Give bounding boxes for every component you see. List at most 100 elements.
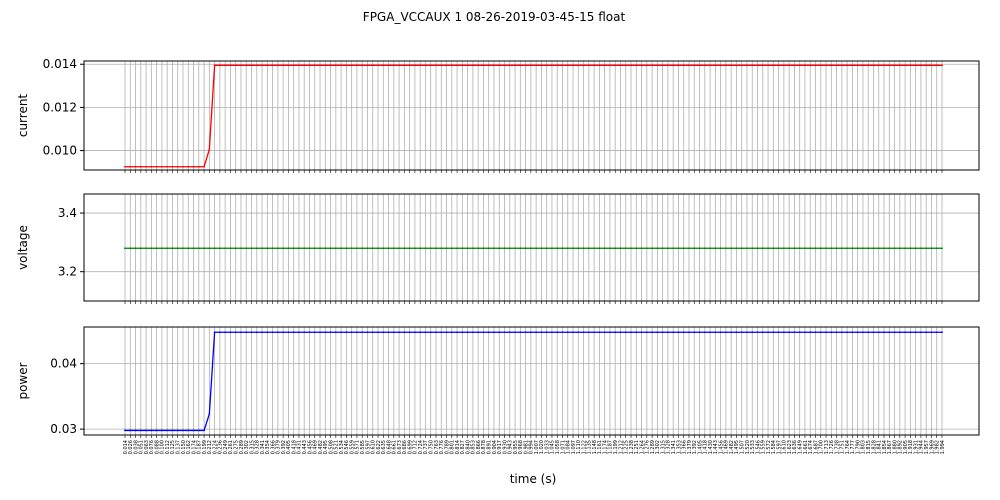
x-tick-label: 1.982 — [935, 440, 941, 454]
data-point — [693, 331, 696, 334]
data-point — [229, 331, 232, 334]
data-point — [403, 331, 406, 334]
data-point — [888, 64, 891, 67]
data-point — [366, 331, 369, 334]
x-tick-label: 1.764 — [845, 440, 851, 454]
x-tick-label: 1.572 — [766, 440, 772, 454]
x-tick-label: 0.840 — [465, 440, 471, 454]
data-point — [387, 331, 390, 334]
data-point — [503, 64, 506, 67]
data-point — [930, 64, 933, 67]
data-point — [551, 64, 553, 67]
data-point — [535, 331, 538, 334]
x-tick-label: 1.135 — [587, 440, 593, 454]
data-point — [424, 64, 427, 67]
data-point — [751, 64, 754, 67]
data-point — [145, 165, 147, 168]
data-point — [614, 331, 617, 334]
data-point — [261, 247, 263, 250]
data-point — [187, 429, 190, 432]
x-tick-label: 1.251 — [634, 440, 640, 454]
data-point — [150, 247, 153, 250]
data-point — [709, 247, 711, 250]
x-tick-label: 1.045 — [550, 440, 556, 454]
data-point — [398, 247, 400, 250]
x-tick-label: 1.264 — [639, 440, 645, 454]
data-point — [171, 247, 174, 250]
data-point — [535, 247, 538, 250]
data-point — [229, 64, 232, 67]
data-point — [587, 331, 590, 334]
data-point — [598, 331, 601, 334]
data-point — [941, 247, 943, 250]
data-point — [345, 64, 348, 67]
data-point — [324, 331, 327, 334]
data-point — [456, 331, 458, 334]
x-tick-label: 1.597 — [776, 440, 782, 454]
x-tick-label: 0.379 — [276, 440, 282, 454]
data-point — [777, 247, 780, 250]
data-point — [719, 64, 722, 67]
data-point — [635, 331, 638, 334]
data-point — [382, 331, 385, 334]
data-point — [714, 247, 717, 250]
data-point — [740, 247, 743, 250]
panel-current: 0.010 0.012 0.014 current — [16, 57, 980, 173]
data-point — [867, 247, 870, 250]
data-point — [255, 331, 258, 334]
data-point — [440, 331, 443, 334]
data-point — [461, 247, 464, 250]
x-tick-label: 1.084 — [566, 440, 572, 454]
data-point — [914, 331, 917, 334]
data-point — [856, 64, 859, 67]
data-point — [856, 247, 859, 250]
data-point — [835, 64, 838, 67]
data-point — [435, 247, 437, 250]
data-point — [424, 247, 427, 250]
data-point — [788, 331, 791, 334]
data-point — [493, 331, 495, 334]
x-tick-label: 0.750 — [429, 440, 435, 454]
data-point — [456, 64, 458, 67]
x-tick-label: 0.482 — [318, 440, 324, 454]
data-point — [229, 247, 232, 250]
data-point — [761, 64, 764, 67]
data-point — [904, 247, 907, 250]
data-point — [782, 331, 785, 334]
data-point — [250, 331, 253, 334]
data-point — [814, 331, 817, 334]
data-point — [561, 331, 564, 334]
x-tick-label: 0.866 — [476, 440, 482, 454]
data-point — [493, 247, 495, 250]
y-tick-label: 3.4 — [58, 206, 77, 220]
data-point — [767, 331, 769, 334]
data-point — [129, 165, 132, 168]
data-point — [313, 64, 316, 67]
data-point — [782, 64, 785, 67]
x-tick-label: 1.713 — [824, 440, 830, 454]
x-tick-label: 1.341 — [671, 440, 677, 454]
x-tick-label: 0.559 — [349, 440, 355, 454]
y-tick-label: 0.03 — [50, 422, 77, 436]
data-point — [540, 331, 543, 334]
data-point — [166, 429, 169, 432]
data-point — [392, 331, 395, 334]
data-point — [793, 247, 796, 250]
x-tick-label: 0.418 — [291, 440, 297, 454]
x-tick-label: 1.187 — [608, 440, 614, 454]
data-point — [192, 247, 195, 250]
data-point — [645, 331, 648, 334]
x-tick-label: 0.456 — [307, 440, 313, 454]
data-point — [498, 331, 501, 334]
data-point — [324, 64, 327, 67]
data-point — [835, 247, 838, 250]
data-point — [914, 64, 917, 67]
data-point — [635, 64, 638, 67]
data-point — [872, 64, 875, 67]
data-point — [909, 64, 912, 67]
data-point — [740, 64, 743, 67]
data-point — [703, 64, 706, 67]
data-point — [414, 247, 416, 250]
x-tick-label: 1.379 — [687, 440, 693, 454]
x-tick-label: 1.148 — [592, 440, 598, 454]
